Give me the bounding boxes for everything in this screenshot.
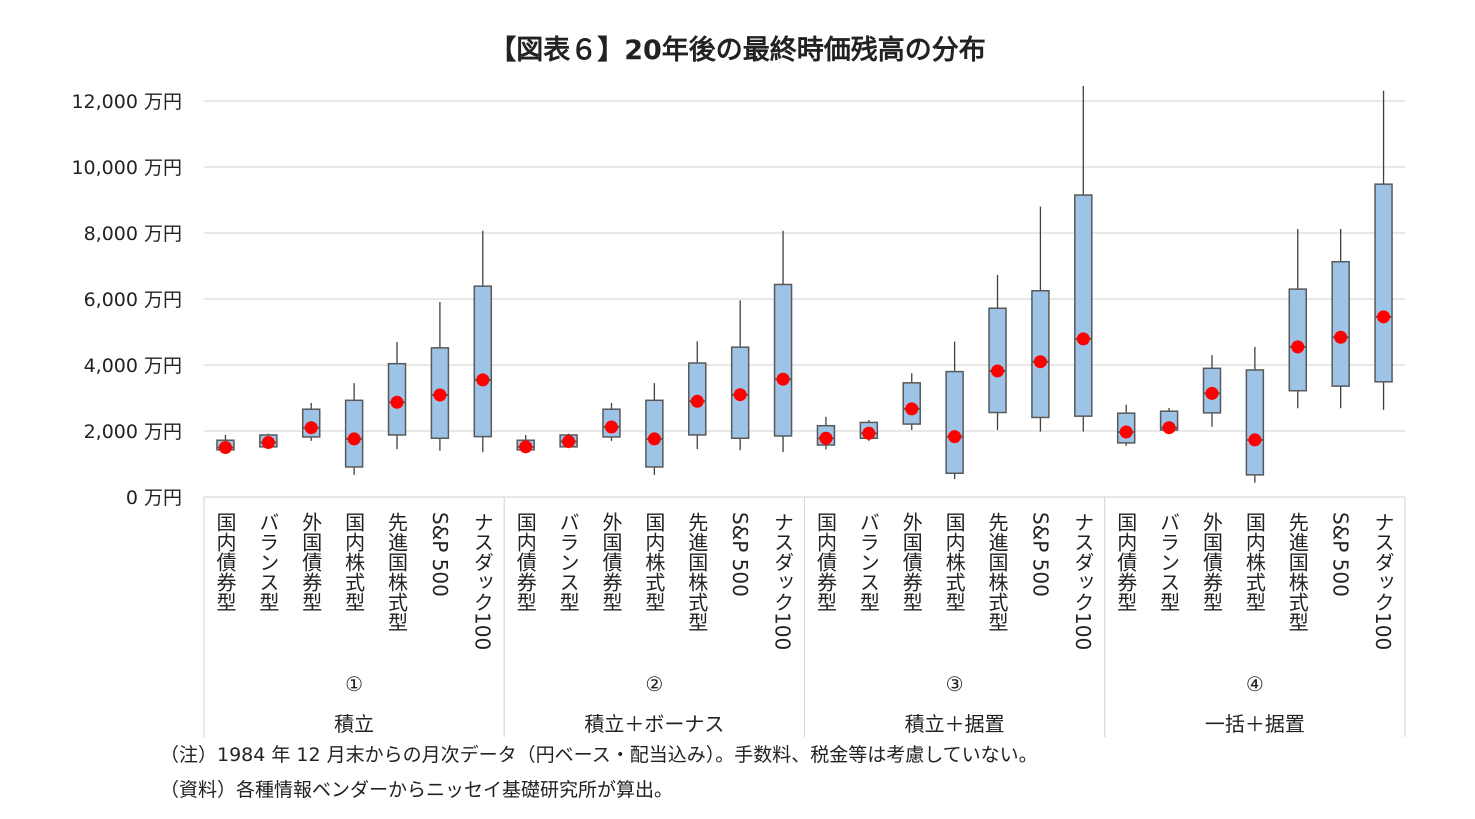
mean-dot bbox=[1248, 433, 1262, 447]
chart-title: 【図表６】20年後の最終時価残高の分布 bbox=[489, 35, 986, 66]
mean-dot bbox=[733, 388, 747, 402]
mean-dot bbox=[1119, 425, 1133, 439]
mean-dot bbox=[261, 436, 275, 450]
box bbox=[945, 370, 964, 474]
mean-dot bbox=[347, 432, 361, 446]
category-label: 先進国株式型 bbox=[985, 512, 1010, 632]
mean-dot bbox=[647, 432, 661, 446]
category-label: 外国債券型 bbox=[298, 512, 323, 612]
note-text: （注）1984 年 12 月末からの月次データ（円ベース・配当込み）。手数料、税… bbox=[160, 744, 1038, 766]
category-label: バランス型 bbox=[856, 512, 881, 612]
mean-dot bbox=[1162, 421, 1176, 435]
category-label: 外国債券型 bbox=[899, 512, 924, 612]
mean-dot bbox=[776, 372, 790, 386]
category-label: S&P 500 bbox=[1328, 512, 1353, 597]
mean-dot bbox=[1205, 386, 1219, 400]
y-tick-label: 2,000 万円 bbox=[84, 421, 182, 443]
y-tick-label: 12,000 万円 bbox=[71, 91, 182, 113]
box bbox=[988, 307, 1007, 414]
category-label: ナスダック100 bbox=[770, 512, 795, 651]
y-tick-label: 0 万円 bbox=[126, 487, 182, 509]
category-label: S&P 500 bbox=[728, 512, 753, 597]
box bbox=[473, 285, 493, 438]
mean-dot bbox=[1377, 310, 1391, 324]
y-tick-label: 8,000 万円 bbox=[84, 223, 182, 245]
box bbox=[773, 283, 793, 437]
category-label: S&P 500 bbox=[427, 512, 452, 597]
mean-dot bbox=[562, 435, 576, 449]
category-label: バランス型 bbox=[1156, 512, 1181, 612]
category-label: 国内株式型 bbox=[1242, 512, 1267, 612]
mean-dot bbox=[476, 373, 490, 387]
group-number: ① bbox=[345, 672, 364, 696]
mean-dot bbox=[862, 426, 876, 440]
category-label: S&P 500 bbox=[1028, 512, 1053, 597]
mean-dot bbox=[604, 420, 618, 434]
category-label: 先進国株式型 bbox=[1285, 512, 1310, 632]
category-label: 外国債券型 bbox=[598, 512, 623, 612]
mean-dot bbox=[519, 440, 533, 454]
y-tick-label: 10,000 万円 bbox=[71, 157, 182, 179]
y-tick-label: 4,000 万円 bbox=[84, 355, 182, 377]
group-number: ② bbox=[645, 672, 664, 696]
mean-dot bbox=[1033, 355, 1047, 369]
category-label: 国内債券型 bbox=[813, 512, 838, 612]
box bbox=[1074, 194, 1093, 417]
mean-dot bbox=[433, 388, 447, 402]
category-label: 国内債券型 bbox=[1113, 512, 1138, 612]
group-name: 積立＋据置 bbox=[904, 712, 1005, 736]
category-label: ナスダック100 bbox=[1371, 512, 1396, 651]
group-number: ④ bbox=[1245, 672, 1264, 696]
category-label: 国内債券型 bbox=[212, 512, 237, 612]
mean-dot bbox=[690, 394, 704, 408]
group-name: 一括＋据置 bbox=[1204, 712, 1305, 736]
category-label: 先進国株式型 bbox=[384, 512, 409, 632]
category-label: バランス型 bbox=[556, 512, 581, 612]
box bbox=[1374, 183, 1393, 383]
box bbox=[1245, 369, 1265, 476]
box bbox=[1031, 290, 1050, 419]
mean-dot bbox=[819, 431, 833, 445]
category-label: 国内株式型 bbox=[341, 512, 366, 612]
mean-dot bbox=[905, 402, 919, 416]
group-name: 積立＋ボーナス bbox=[584, 712, 725, 736]
box bbox=[1288, 288, 1308, 392]
group-name: 積立 bbox=[334, 712, 375, 736]
source-text: （資料）各種情報ベンダーからニッセイ基礎研究所が算出。 bbox=[160, 779, 674, 801]
mean-dot bbox=[1076, 332, 1090, 346]
mean-dot bbox=[390, 395, 404, 409]
category-label: ナスダック100 bbox=[1070, 512, 1095, 651]
category-label: バランス型 bbox=[255, 512, 280, 612]
category-label: 国内株式型 bbox=[641, 512, 666, 612]
mean-dot bbox=[948, 430, 962, 444]
y-tick-label: 6,000 万円 bbox=[84, 289, 182, 311]
category-label: ナスダック100 bbox=[470, 512, 495, 651]
mean-dot bbox=[1291, 340, 1305, 354]
mean-dot bbox=[991, 364, 1005, 378]
box bbox=[1331, 260, 1350, 387]
group-number: ③ bbox=[945, 672, 964, 696]
category-label: 先進国株式型 bbox=[684, 512, 709, 632]
category-label: 国内株式型 bbox=[942, 512, 967, 612]
mean-dot bbox=[218, 441, 232, 454]
category-label: 外国債券型 bbox=[1199, 512, 1224, 612]
mean-dot bbox=[1334, 330, 1348, 344]
mean-dot bbox=[304, 421, 318, 435]
category-label: 国内債券型 bbox=[513, 512, 538, 612]
